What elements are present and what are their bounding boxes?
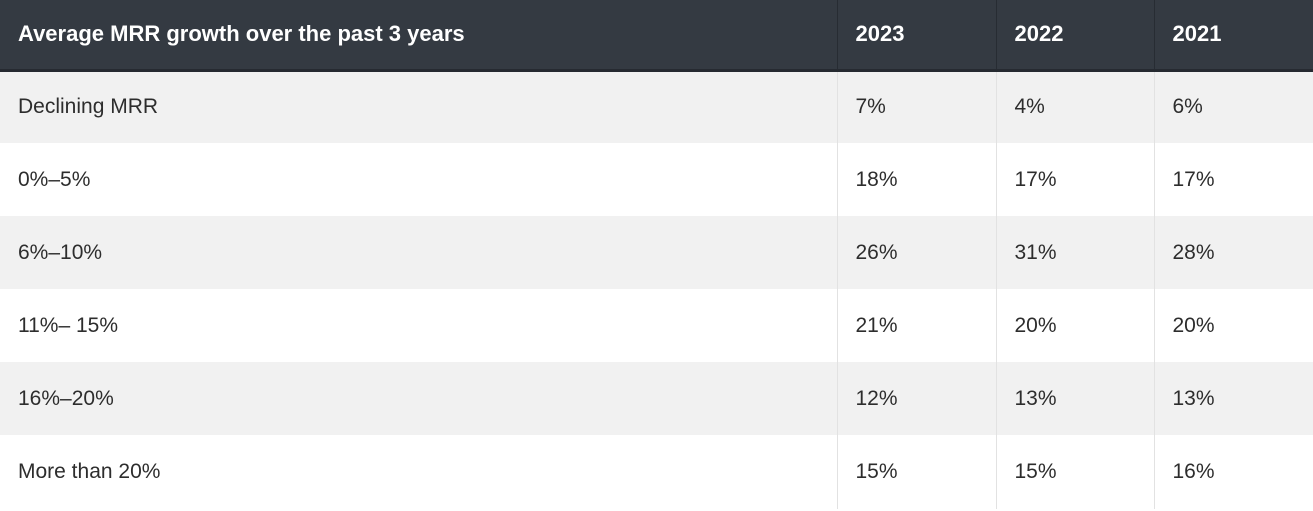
cell-2023: 26% [837, 216, 997, 289]
cell-2022: 31% [996, 216, 1155, 289]
header-cell-2022: 2022 [996, 0, 1155, 72]
cell-2023: 18% [837, 143, 997, 216]
table-row: 0%–5% 18% 17% 17% [0, 143, 1313, 216]
cell-2022: 13% [996, 362, 1155, 435]
cell-2021: 28% [1172, 240, 1215, 264]
row-label: Declining MRR [0, 70, 838, 143]
cell-2022: 4% [996, 70, 1155, 143]
cell-2023: 15% [837, 435, 997, 509]
header-cell-category: Average MRR growth over the past 3 years [0, 0, 838, 72]
table-row: More than 20% 15% 15% 16% [0, 435, 1313, 509]
header-row: Average MRR growth over the past 3 years… [0, 0, 1313, 72]
table-body: Declining MRR 7% 4% 6% 0%–5% 18% 17% 17%… [0, 70, 1313, 509]
table-row: 16%–20% 12% 13% 13% [0, 362, 1313, 435]
cell-2023: 7% [837, 70, 997, 143]
table-row: 11%– 15% 21% 20% 20% [0, 289, 1313, 362]
cell-2021: 6% [1172, 95, 1203, 119]
row-label: More than 20% [0, 435, 838, 509]
cell-2022: 20% [996, 289, 1155, 362]
cell-2021: 16% [1172, 460, 1215, 483]
header-cell-2021: 2021 [1154, 0, 1313, 72]
cell-2023: 12% [837, 362, 997, 435]
cell-2021: 20% [1172, 313, 1215, 337]
row-label: 11%– 15% [0, 289, 838, 362]
row-label: 6%–10% [0, 216, 838, 289]
table-row: Declining MRR 7% 4% 6% [0, 70, 1313, 143]
cell-2023: 21% [837, 289, 997, 362]
cell-2021: 13% [1172, 386, 1215, 410]
header-cell-2023: 2023 [837, 0, 997, 72]
row-label: 16%–20% [0, 362, 838, 435]
cell-2022: 17% [996, 143, 1155, 216]
table-row: 6%–10% 26% 31% 28% [0, 216, 1313, 289]
row-label: 0%–5% [0, 143, 838, 216]
cell-2022: 15% [996, 435, 1155, 509]
cell-2021: 17% [1172, 167, 1215, 191]
table-header: Average MRR growth over the past 3 years… [0, 0, 1313, 72]
